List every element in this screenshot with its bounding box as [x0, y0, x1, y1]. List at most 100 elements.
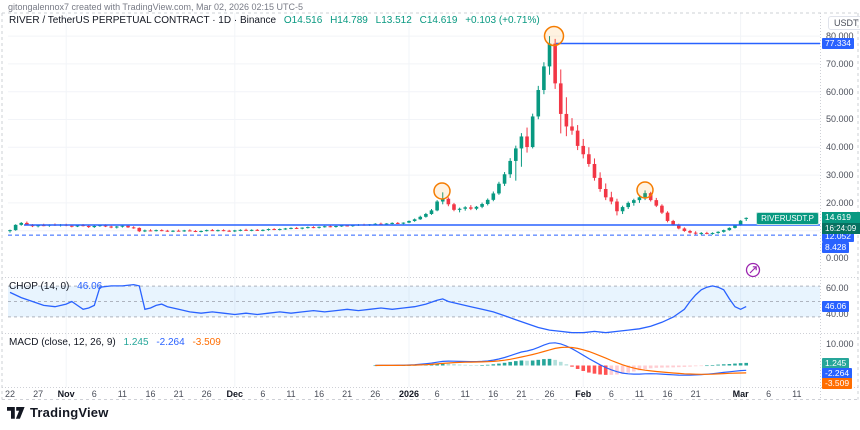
candle-body: [643, 193, 647, 198]
candle-body: [575, 130, 580, 146]
symbol-title[interactable]: RIVER / TetherUS PERPETUAL CONTRACT · 1D…: [9, 15, 277, 26]
ellipse-drawing[interactable]: [433, 182, 451, 200]
macd-histogram-bar: [525, 360, 529, 366]
price-line-label: 77.334: [822, 37, 854, 49]
macd-histogram-bar: [643, 365, 647, 370]
candle-body: [469, 207, 473, 209]
candle-body: [86, 225, 91, 228]
candle-body: [188, 230, 192, 232]
chop-line: [9, 283, 747, 334]
candle-body: [272, 229, 276, 231]
candle-body: [266, 229, 271, 231]
candle-body: [654, 200, 659, 206]
candle-body: [143, 230, 147, 232]
macd-hist-value: 1.245: [123, 337, 149, 348]
candle-body: [249, 229, 254, 231]
candle-body: [306, 227, 310, 229]
time-axis-label: Nov: [57, 389, 75, 399]
candle-body: [671, 220, 675, 225]
candle-body: [13, 224, 18, 231]
macd-histogram-bar: [547, 358, 552, 366]
watermark: gitongalennox7 created with TradingView.…: [8, 2, 304, 12]
candle-body: [502, 174, 507, 184]
price-tick-label: 20.000: [826, 198, 854, 208]
macd-histogram-bar: [615, 365, 619, 375]
candle-body: [114, 226, 119, 228]
macd-histogram-bar: [603, 365, 608, 375]
macd-title[interactable]: MACD (close, 12, 26, 9): [9, 337, 116, 348]
macd-histogram-bar: [508, 361, 512, 366]
macd-histogram-bar: [705, 365, 709, 367]
candle-body: [289, 227, 293, 229]
candle-body: [137, 227, 142, 232]
candle-body: [283, 228, 288, 230]
candle-body: [744, 217, 749, 219]
macd-histogram-bar: [542, 359, 546, 366]
candle-body: [699, 232, 704, 234]
candle-body: [210, 230, 215, 232]
candle-body: [317, 226, 321, 228]
time-axis-label: 6: [434, 389, 440, 399]
candle-body: [615, 201, 619, 212]
tradingview-footer[interactable]: TradingView: [7, 405, 109, 420]
candle-body: [216, 230, 220, 232]
candle-body: [193, 230, 198, 232]
candle-body: [339, 225, 344, 227]
ohlc-open: O14.516: [283, 15, 323, 26]
macd-histogram-bar: [693, 365, 698, 367]
candle-body: [379, 223, 383, 225]
candle-body: [328, 226, 333, 228]
candle-body: [620, 207, 625, 212]
ellipse-drawing[interactable]: [636, 181, 654, 199]
candle-body: [603, 189, 608, 198]
candle-body: [126, 225, 130, 228]
candle-body: [609, 197, 614, 202]
candle-body: [727, 227, 732, 231]
candle-body: [536, 90, 541, 117]
macd-histogram-bar: [671, 365, 675, 368]
macd-histogram-bar: [435, 363, 439, 366]
candle-body: [525, 136, 529, 148]
time-axis-label: 11: [117, 389, 128, 399]
macd-histogram-bar: [474, 365, 479, 366]
macd-histogram-bar: [710, 365, 715, 366]
price-line-label: 12.052: [822, 230, 854, 242]
candle-body: [485, 199, 490, 205]
time-axis-label: 21: [516, 389, 527, 399]
candle-body: [311, 227, 316, 229]
price-tick-label: 40.000: [826, 142, 854, 152]
ellipse-drawing[interactable]: [543, 25, 565, 47]
macd-histogram-bar: [721, 364, 726, 366]
candle-body: [390, 222, 394, 224]
candle-body: [424, 214, 428, 217]
candle-body: [373, 223, 378, 225]
candle-body: [204, 230, 209, 232]
candle-body: [412, 219, 417, 221]
macd-histogram-bar: [564, 364, 569, 366]
macd-histogram-bar: [553, 359, 557, 366]
time-axis-label: 26: [544, 389, 555, 399]
macd-histogram-bar: [502, 362, 507, 366]
candle-body: [261, 229, 265, 231]
macd-value-label: 1.245: [822, 357, 850, 369]
candle-body: [70, 225, 74, 227]
macd-histogram-bar: [716, 364, 720, 366]
price-axis-currency[interactable]: USDT: [828, 16, 860, 30]
candle-body: [227, 230, 231, 232]
candle-body: [705, 232, 709, 234]
candle-body: [452, 204, 456, 210]
candle-body: [558, 83, 563, 114]
candle-body: [165, 230, 170, 232]
current-price-value: 14.619: [822, 212, 860, 223]
chop-title[interactable]: CHOP (14, 0): [9, 281, 70, 292]
candle-body: [592, 163, 597, 178]
ohlc-close: C14.619: [419, 15, 458, 26]
candle-body: [435, 201, 439, 211]
macd-histogram-bar: [519, 360, 524, 366]
candle-body: [199, 230, 203, 232]
candle-body: [480, 204, 484, 207]
macd-histogram-bar: [654, 365, 659, 368]
macd-histogram-bar: [558, 361, 563, 366]
candle-body: [564, 113, 569, 127]
